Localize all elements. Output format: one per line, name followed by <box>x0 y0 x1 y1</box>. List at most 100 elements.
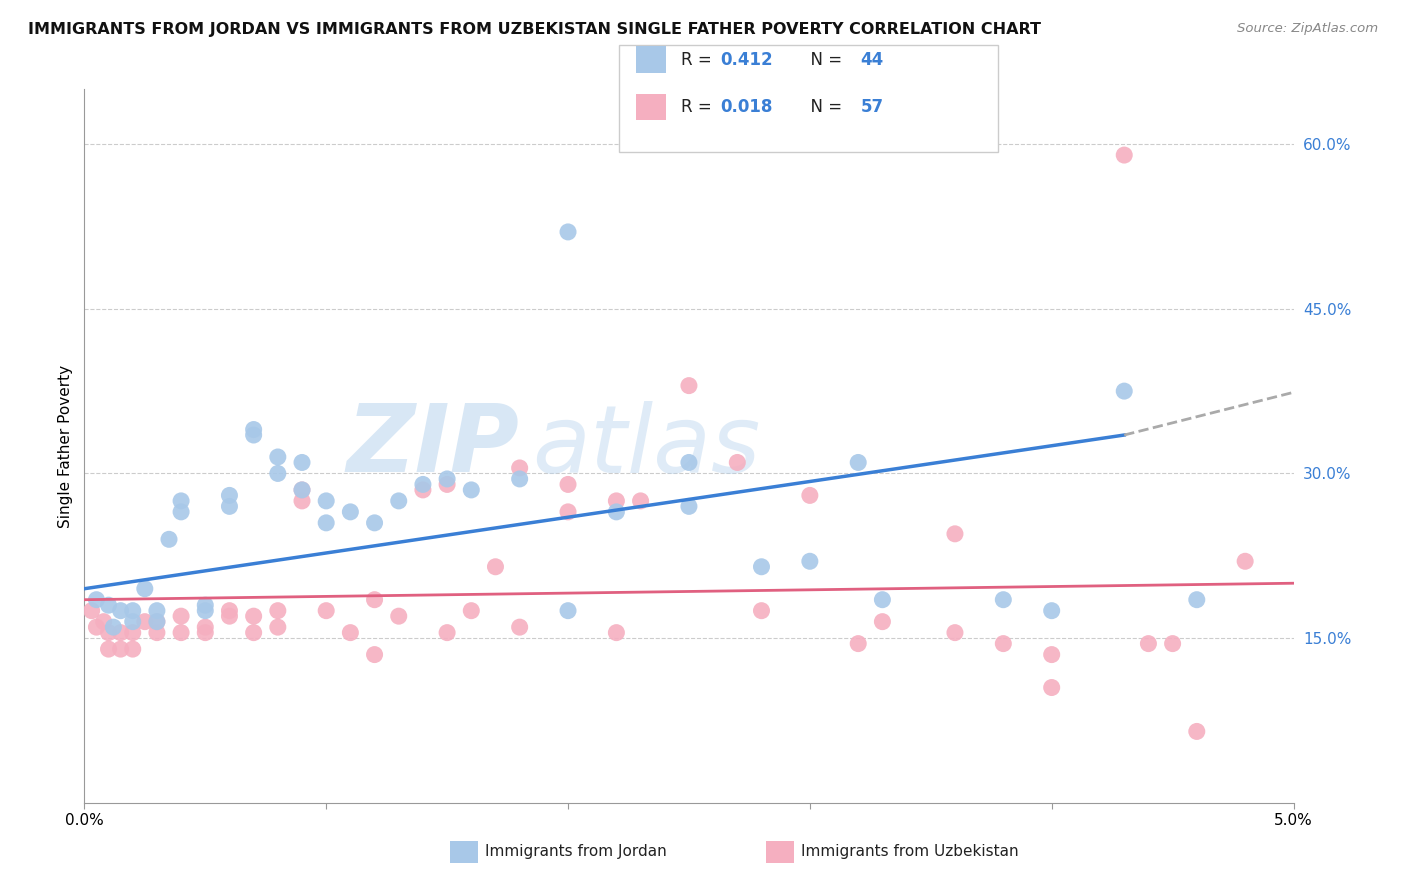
Point <box>103 620 125 634</box>
Point <box>242 423 264 437</box>
Point <box>315 494 337 508</box>
Point <box>80 604 103 618</box>
Point <box>134 615 156 629</box>
Point <box>121 604 143 618</box>
Point <box>412 483 434 497</box>
Text: 0.018: 0.018 <box>720 98 772 116</box>
Point <box>110 625 132 640</box>
Point <box>605 494 627 508</box>
Point <box>339 505 361 519</box>
Point <box>97 642 120 657</box>
Text: N =: N = <box>800 51 848 69</box>
Point <box>170 494 193 508</box>
Point <box>872 615 894 629</box>
Text: Immigrants from Jordan: Immigrants from Jordan <box>485 845 666 859</box>
Point <box>436 625 458 640</box>
Point <box>509 461 531 475</box>
Point <box>557 505 579 519</box>
Point <box>218 500 240 514</box>
Point <box>218 488 240 502</box>
Point <box>388 494 411 508</box>
Point <box>86 620 108 634</box>
Point <box>194 620 217 634</box>
Point <box>751 604 773 618</box>
Point <box>146 615 169 629</box>
Point <box>93 615 115 629</box>
Point <box>291 494 314 508</box>
Point <box>557 225 579 239</box>
Point <box>1040 681 1063 695</box>
Point <box>943 625 966 640</box>
Point <box>97 598 120 612</box>
Point <box>436 472 458 486</box>
Point <box>157 533 180 547</box>
Point <box>170 625 193 640</box>
Text: atlas: atlas <box>531 401 761 491</box>
Point <box>1137 637 1160 651</box>
Point <box>121 642 143 657</box>
Text: Source: ZipAtlas.com: Source: ZipAtlas.com <box>1237 22 1378 36</box>
Point <box>242 625 264 640</box>
Point <box>605 625 627 640</box>
Text: N =: N = <box>800 98 848 116</box>
Point <box>110 604 132 618</box>
Text: ZIP: ZIP <box>347 400 520 492</box>
Point <box>170 505 193 519</box>
Point <box>267 450 290 464</box>
Point <box>846 455 869 469</box>
Point <box>484 559 506 574</box>
Point <box>97 625 120 640</box>
Point <box>678 500 700 514</box>
Point <box>218 609 240 624</box>
Point <box>146 615 169 629</box>
Point <box>194 625 217 640</box>
Point <box>460 483 482 497</box>
Point <box>1234 554 1257 568</box>
Point <box>291 483 314 497</box>
Point <box>242 428 264 442</box>
Point <box>1040 604 1063 618</box>
Point <box>872 592 894 607</box>
Point <box>436 477 458 491</box>
Point <box>146 625 169 640</box>
Point <box>315 516 337 530</box>
Text: 0.412: 0.412 <box>720 51 772 69</box>
Point <box>242 609 264 624</box>
Point <box>291 483 314 497</box>
Point <box>605 505 627 519</box>
Point <box>678 455 700 469</box>
Point <box>725 455 748 469</box>
Text: 44: 44 <box>860 51 884 69</box>
Point <box>509 472 531 486</box>
Point <box>630 494 652 508</box>
Point <box>339 625 361 640</box>
Point <box>267 620 290 634</box>
Point <box>86 592 108 607</box>
Text: R =: R = <box>681 98 717 116</box>
Text: Immigrants from Uzbekistan: Immigrants from Uzbekistan <box>801 845 1019 859</box>
Point <box>194 598 217 612</box>
Point <box>121 625 143 640</box>
Point <box>943 526 966 541</box>
Text: R =: R = <box>681 51 717 69</box>
Point <box>388 609 411 624</box>
Point <box>218 604 240 618</box>
Point <box>460 604 482 618</box>
Point <box>291 455 314 469</box>
Point <box>363 592 385 607</box>
Text: 57: 57 <box>860 98 883 116</box>
Point <box>363 516 385 530</box>
Point <box>751 559 773 574</box>
Y-axis label: Single Father Poverty: Single Father Poverty <box>58 365 73 527</box>
Point <box>1114 384 1136 398</box>
Point <box>678 378 700 392</box>
Point <box>194 604 217 618</box>
Point <box>170 609 193 624</box>
Text: IMMIGRANTS FROM JORDAN VS IMMIGRANTS FROM UZBEKISTAN SINGLE FATHER POVERTY CORRE: IMMIGRANTS FROM JORDAN VS IMMIGRANTS FRO… <box>28 22 1040 37</box>
Point <box>363 648 385 662</box>
Point <box>509 620 531 634</box>
Point <box>267 604 290 618</box>
Point <box>557 604 579 618</box>
Point <box>412 477 434 491</box>
Point <box>557 477 579 491</box>
